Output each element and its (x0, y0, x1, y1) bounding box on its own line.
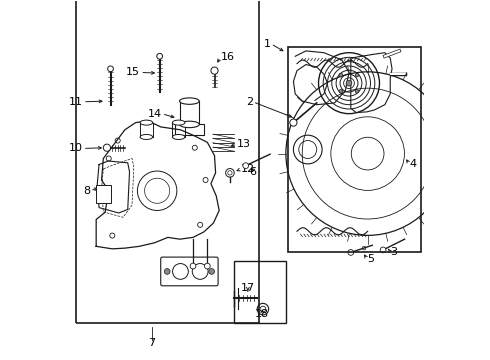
Text: 7: 7 (148, 338, 155, 348)
Text: 14: 14 (147, 109, 162, 119)
Bar (76, 0, 259, 323)
Circle shape (211, 67, 218, 74)
Text: 6: 6 (249, 167, 256, 177)
Circle shape (339, 73, 343, 77)
Ellipse shape (172, 120, 185, 125)
Text: 9: 9 (169, 262, 176, 272)
Circle shape (108, 66, 113, 72)
Bar (96, 185, 111, 203)
Circle shape (190, 263, 196, 269)
Circle shape (157, 53, 163, 59)
Circle shape (164, 269, 170, 274)
Ellipse shape (179, 121, 199, 128)
Text: 5: 5 (367, 254, 374, 264)
Text: 16: 16 (220, 52, 235, 62)
Text: 4: 4 (409, 159, 416, 169)
Text: 12: 12 (241, 164, 255, 174)
Text: 1: 1 (264, 39, 271, 49)
Circle shape (225, 168, 234, 177)
Circle shape (339, 90, 343, 93)
Ellipse shape (140, 120, 153, 125)
Polygon shape (96, 121, 219, 249)
Circle shape (351, 137, 384, 170)
Polygon shape (351, 53, 392, 113)
Ellipse shape (172, 134, 185, 139)
Circle shape (348, 249, 354, 255)
Text: 3: 3 (390, 247, 397, 257)
Circle shape (355, 73, 359, 77)
Circle shape (209, 269, 215, 274)
Circle shape (204, 263, 210, 269)
Text: 15: 15 (126, 67, 140, 77)
Circle shape (103, 144, 111, 151)
FancyBboxPatch shape (161, 257, 218, 286)
Circle shape (380, 247, 386, 253)
Circle shape (355, 90, 359, 93)
Text: 13: 13 (237, 139, 251, 149)
Circle shape (243, 163, 248, 168)
Circle shape (346, 80, 352, 86)
Ellipse shape (140, 134, 153, 139)
Text: 10: 10 (69, 143, 83, 153)
Bar (234, 261, 286, 323)
Bar (175, 124, 204, 135)
Text: 8: 8 (83, 186, 90, 196)
Text: 11: 11 (69, 97, 83, 107)
Text: 18: 18 (255, 310, 270, 319)
Circle shape (290, 119, 297, 126)
Text: 2: 2 (246, 97, 253, 107)
Ellipse shape (179, 98, 199, 104)
Polygon shape (97, 161, 129, 213)
Text: 17: 17 (241, 283, 255, 293)
Bar (288, 47, 421, 252)
